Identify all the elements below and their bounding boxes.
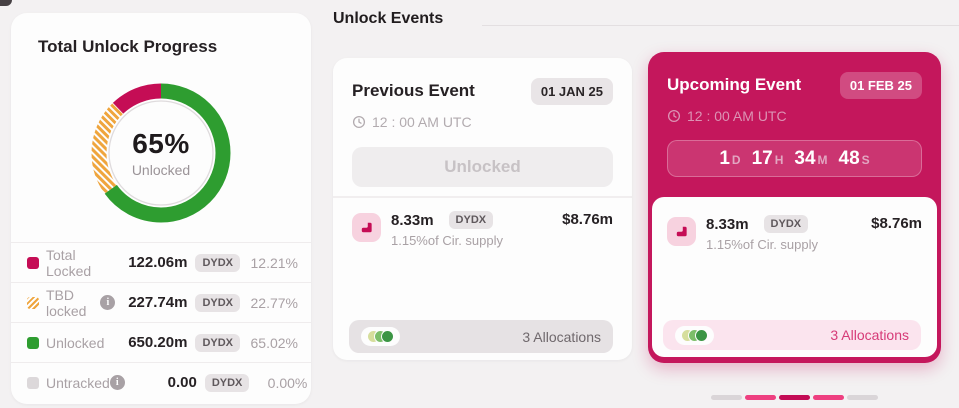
- info-icon[interactable]: i: [100, 295, 116, 310]
- allocations-count-label: 3 Allocations: [830, 327, 909, 343]
- legend-label: Total Locked: [46, 246, 92, 279]
- pagination-bar-2[interactable]: [745, 395, 776, 400]
- countdown-unit: S: [861, 152, 870, 167]
- section-divider: [482, 25, 959, 26]
- pagination-bar-1[interactable]: [711, 395, 742, 400]
- legend-value: 227.74m: [128, 294, 188, 311]
- token-usd-value: $8.76m: [562, 211, 613, 228]
- card-section-divider: [333, 196, 632, 198]
- legend-value: 122.06m: [128, 254, 188, 271]
- token-symbol-badge: DYDX: [448, 211, 494, 229]
- unlocked-status-button[interactable]: Unlocked: [352, 147, 613, 187]
- carousel-pagination: [711, 395, 878, 400]
- token-row: 8.33m DYDX 1.15%of Cir. supply $8.76m: [667, 215, 922, 252]
- allocations-count-label: 3 Allocations: [522, 328, 601, 345]
- upcoming-event-time: 12 : 00 AM UTC: [687, 108, 787, 124]
- token-symbol-badge: DYDX: [195, 293, 240, 312]
- upcoming-event-details-panel: 8.33m DYDX 1.15%of Cir. supply $8.76m 3 …: [652, 197, 937, 357]
- countdown-value: 34: [794, 147, 816, 169]
- legend-color-chip: [27, 256, 39, 269]
- info-icon[interactable]: i: [109, 375, 125, 390]
- legend-value: 650.20m: [128, 334, 188, 351]
- countdown-value: 48: [838, 147, 860, 169]
- dydx-token-icon: [352, 213, 381, 242]
- countdown-unit: D: [731, 152, 741, 167]
- legend-color-chip: [27, 296, 39, 309]
- total-unlock-progress-card: Total Unlock Progress 65% Unlocked Total…: [11, 13, 311, 404]
- token-symbol-badge: DYDX: [195, 333, 240, 352]
- countdown-segment: 17 H: [752, 148, 784, 170]
- countdown-value: 1: [719, 147, 730, 169]
- allocation-dots: [675, 325, 714, 345]
- countdown-segment: 34 M: [794, 148, 827, 170]
- legend-row-unlocked: Unlocked 650.20m DYDX 65.02%: [11, 322, 311, 362]
- previous-event-card: Previous Event 01 JAN 25 12 : 00 AM UTC …: [333, 58, 632, 360]
- section-title: Unlock Events: [333, 10, 444, 27]
- clock-icon: [667, 109, 681, 123]
- allocations-bar[interactable]: 3 Allocations: [349, 320, 613, 353]
- token-row: 8.33m DYDX 1.15%of Cir. supply $8.76m: [352, 211, 613, 248]
- pagination-bar-3[interactable]: [779, 395, 810, 400]
- countdown-unit: H: [774, 152, 784, 167]
- upcoming-event-title: Upcoming Event: [667, 75, 802, 94]
- cropped-overlay-corner: [0, 0, 12, 6]
- countdown-value: 17: [751, 147, 773, 169]
- previous-event-time: 12 : 00 AM UTC: [372, 114, 472, 130]
- token-symbol-badge: DYDX: [195, 253, 240, 272]
- token-supply-share: 1.15%of Cir. supply: [706, 237, 819, 252]
- previous-event-date-badge: 01 JAN 25: [530, 78, 613, 105]
- token-symbol-badge: DYDX: [763, 215, 809, 233]
- allocations-bar[interactable]: 3 Allocations: [663, 320, 921, 350]
- legend-label: Unlocked: [46, 334, 105, 351]
- previous-event-title: Previous Event: [352, 81, 475, 100]
- unlock-progress-donut-chart: 65% Unlocked: [85, 77, 237, 229]
- donut-segment-tbd-locked: [91, 83, 231, 223]
- legend-color-chip: [27, 376, 39, 389]
- countdown-segment: 48 S: [839, 148, 870, 170]
- legend-percent: 0.00%: [267, 374, 308, 391]
- allocation-dot: [695, 328, 708, 342]
- upcoming-event-card: Upcoming Event 01 FEB 25 12 : 00 AM UTC …: [648, 52, 941, 363]
- dydx-token-icon: [667, 217, 696, 246]
- countdown-unit: M: [817, 152, 828, 167]
- legend-percent: 12.21%: [250, 254, 298, 271]
- token-amount: 8.33m: [391, 211, 434, 229]
- pagination-bar-5[interactable]: [847, 395, 878, 400]
- legend-label: TBD locked: [46, 286, 87, 319]
- countdown-timer: 1 D 17 H 34 M 48 S: [667, 140, 922, 177]
- token-amount: 8.33m: [706, 215, 749, 233]
- allocation-dots: [361, 327, 400, 346]
- legend-row-tbd-locked: TBD locked i 227.74m DYDX 22.77%: [11, 282, 311, 322]
- panel-title: Total Unlock Progress: [38, 37, 218, 56]
- legend-color-chip: [27, 336, 39, 349]
- legend-percent: 65.02%: [250, 334, 298, 351]
- legend-value: 0.00: [167, 374, 197, 391]
- legend-row-untracked: Untracked i 0.00 DYDX 0.00%: [11, 362, 311, 402]
- legend-percent: 22.77%: [250, 294, 298, 311]
- legend: Total Locked 122.06m DYDX 12.21% TBD locked i…: [11, 242, 311, 402]
- legend-label: Untracked: [46, 374, 110, 391]
- pagination-bar-4[interactable]: [813, 395, 844, 400]
- upcoming-event-date-badge: 01 FEB 25: [839, 72, 922, 99]
- allocation-dot: [381, 330, 394, 343]
- token-usd-value: $8.76m: [871, 215, 922, 232]
- token-supply-share: 1.15%of Cir. supply: [391, 233, 504, 248]
- legend-row-total-locked: Total Locked 122.06m DYDX 12.21%: [11, 242, 311, 282]
- token-symbol-badge: DYDX: [204, 373, 250, 392]
- donut-segment-total-locked: [91, 83, 231, 223]
- clock-icon: [352, 115, 366, 129]
- donut-svg: [91, 83, 231, 223]
